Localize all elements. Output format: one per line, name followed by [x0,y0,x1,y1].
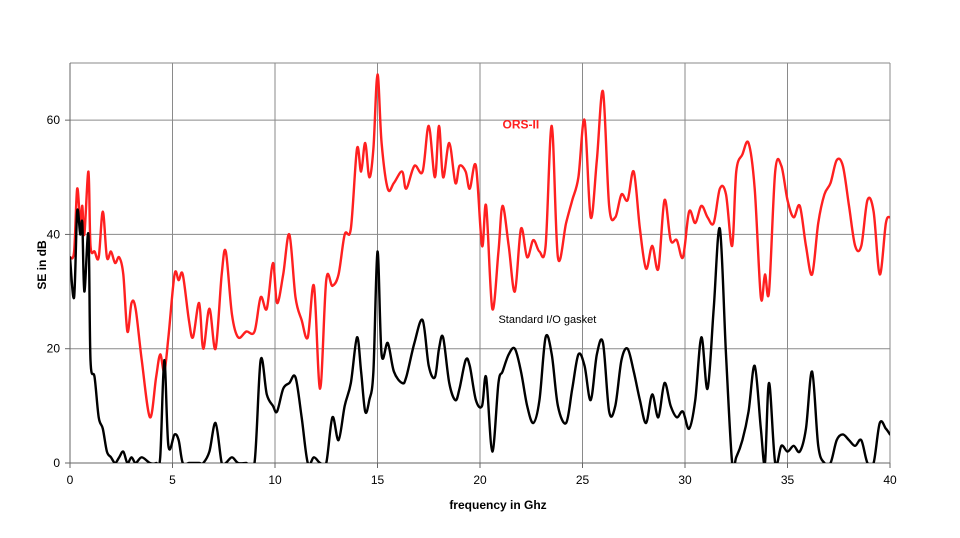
x-tick-label: 15 [371,473,385,487]
y-tick-label: 40 [47,227,61,241]
x-tick-label: 0 [67,473,74,487]
series-layer [70,73,890,463]
series-line-standard-io-gasket [70,208,890,463]
x-tick-label: 25 [576,473,590,487]
grid-layer [70,62,891,463]
x-tick-label: 40 [883,473,897,487]
x-tick-label: 20 [473,473,487,487]
x-tick-label: 5 [169,473,176,487]
annotation-layer: ORS-II Standard I/O gasket [498,118,596,326]
y-tick-label: 0 [53,456,60,470]
series-line-ors-ii [70,73,890,419]
x-tick-label: 10 [268,473,282,487]
x-axis-title: frequency in Ghz [449,498,546,512]
y-tick-label: 20 [47,342,61,356]
x-tick-label: 30 [678,473,692,487]
x-tick-label: 35 [781,473,795,487]
annotation-standard-io-gasket: Standard I/O gasket [498,314,596,326]
y-tick-label: 60 [47,113,61,127]
annotation-ors-ii: ORS-II [503,118,540,132]
y-axis-title: SE in dB [35,240,49,290]
